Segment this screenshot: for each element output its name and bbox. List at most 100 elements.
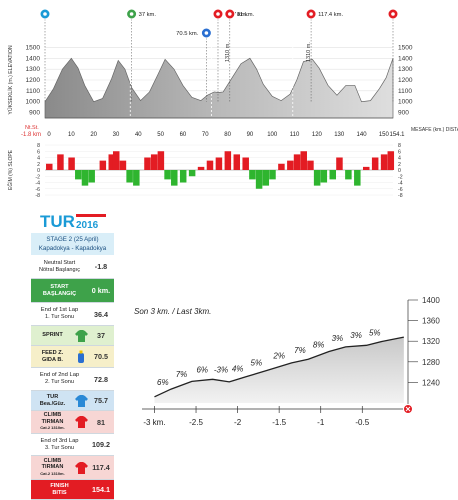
slope-bar <box>133 170 140 186</box>
slope-bar <box>99 160 107 170</box>
slope-bar <box>57 154 64 170</box>
route-row-label1: TUR <box>46 393 59 400</box>
last3-slope-label: 3% <box>332 334 344 343</box>
route-row-value: 70.5 <box>94 352 108 361</box>
route-row-label: CLIMB TIRMAN Cat.2 1310m. <box>31 411 74 433</box>
slope-bar <box>242 157 249 170</box>
slope-ytick-right: -8 <box>398 193 403 199</box>
slope-ytick-right: 0 <box>398 168 401 174</box>
slope-ytick-right: 4 <box>398 156 401 162</box>
slope-bar <box>75 170 82 180</box>
logo-bar <box>75 214 106 217</box>
marker-dot <box>309 12 313 16</box>
route-row: CLIMB TIRMAN Cat.2 1310m. 81 <box>31 411 114 434</box>
stage-route: Kapadokya - Kapadokya <box>38 245 107 252</box>
route-row-value: 37 <box>97 331 105 340</box>
route-row-label3: Cat.2 1310m. <box>40 470 65 476</box>
tour-logo: TUR 2016 <box>31 208 114 232</box>
elev-ytick-right: 1000 <box>398 99 413 106</box>
elev-xtick: 150 <box>379 132 390 138</box>
slope-bar <box>255 170 263 189</box>
slope-bar <box>249 170 256 180</box>
route-row-label1: Neutral Start <box>43 259 76 266</box>
slope-bar <box>119 160 127 170</box>
marker-label: 81 km. <box>237 12 255 18</box>
route-row-label1: FINISH <box>50 482 69 489</box>
elev-ytick-left: 900 <box>29 110 40 117</box>
slope-bar <box>362 166 370 170</box>
elev-xtick: -1.8 km <box>21 132 41 138</box>
marker-dot <box>391 12 395 16</box>
slope-bar <box>164 170 171 180</box>
slope-bar <box>171 170 178 186</box>
route-row-value: 36.4 <box>94 309 108 319</box>
elev-ytick-right: 1300 <box>398 66 413 73</box>
slope-bar <box>126 170 133 183</box>
slope-bar <box>307 160 314 170</box>
route-row-label: End of 2nd Lap 2. Tur Sonu <box>31 368 88 390</box>
slope-bar <box>224 151 232 170</box>
slope-bar <box>188 170 196 177</box>
slope-bar <box>157 151 165 170</box>
marker-label: 117.4 km. <box>318 12 343 18</box>
last3-ytick: 1360 <box>422 317 440 326</box>
slope-bar <box>345 170 352 180</box>
route-row-label: End of 3rd Lap 3. Tur Sonu <box>31 434 88 455</box>
slope-ytick-left: 0 <box>37 168 40 174</box>
route-row-value: 117.4 <box>92 463 110 472</box>
slope-bar <box>380 154 388 170</box>
elev-xtick: 140 <box>357 132 368 138</box>
elevation-chart: 37 km. 70.5 km. 75.7 km.81 km. 117.4 km. 90… <box>7 8 458 199</box>
route-row-label1: End of 2nd Lap <box>39 372 80 379</box>
route-row: TUR Bea./Güz. 75.7 <box>31 391 114 411</box>
route-row-label2: 1. Tur Sonu <box>45 314 74 320</box>
last3-slope-label: 6% <box>157 378 169 387</box>
logo-year: 2016 <box>76 220 99 231</box>
marker-dot <box>43 12 47 16</box>
route-row-label2: TIRMAN <box>41 464 64 471</box>
route-row-label2: GIDA B. <box>42 356 63 363</box>
last3-slope-label: -3% <box>214 366 228 375</box>
route-row-label1: SPRINT <box>42 332 63 339</box>
elev-xtick: 0 <box>47 132 51 138</box>
route-row: End of 2nd Lap 2. Tur Sonu 72.8 <box>31 368 114 391</box>
climb-height-label: 1310 m. <box>225 42 231 62</box>
elev-xtick: 130 <box>334 132 345 138</box>
slope-ylabel: EĞİM (%) SLOPE <box>7 149 14 190</box>
slope-bar <box>81 170 89 186</box>
last3-xtick: -2.5 <box>189 418 203 427</box>
slope-bar <box>262 170 270 186</box>
slope-ytick-right: -2 <box>398 174 403 180</box>
slope-ytick-right: -4 <box>398 181 403 187</box>
elev-xtick: 10 <box>68 132 75 138</box>
last3-labels: Son 3 km. / Last 3km. 6% 7% 6% -3% 4% 5% 2% 7% 8%… <box>134 307 381 387</box>
route-row-value: 109.2 <box>92 440 110 449</box>
slope-bar <box>197 166 205 170</box>
red-jersey-icon <box>74 411 88 433</box>
last3-grid <box>408 299 418 383</box>
route-row: SPRINT 37 <box>31 326 114 346</box>
last3-slope-label: 4% <box>232 364 244 373</box>
blue-jersey-icon <box>74 391 88 410</box>
route-row: START BAŞLANGIÇ 0 km. <box>31 279 114 303</box>
neutral-start-label: Nt.St. <box>25 125 39 131</box>
climb-height-label: 1310 m. <box>306 42 312 62</box>
slope-ytick-right: 2 <box>398 162 401 168</box>
slope-bar <box>354 170 361 186</box>
slope-bar <box>46 163 53 170</box>
route-row-label: FEED Z. GIDA B. <box>31 346 74 367</box>
route-row: Neutral Start Nötral Başlangıç -1.8 <box>31 255 114 279</box>
route-row-value: 75.7 <box>94 396 108 405</box>
last3-slope-label: 8% <box>313 340 325 349</box>
slope-ytick-right: 6 <box>398 149 401 155</box>
slope-bar <box>329 170 337 180</box>
slope-ytick-left: -6 <box>35 187 40 193</box>
last3-slope-label: 3% <box>350 331 362 340</box>
last3-slope-label: 2% <box>272 352 285 361</box>
green-jersey-icon <box>74 326 88 345</box>
marker-dot <box>228 12 232 16</box>
last3-xtick: -2 <box>234 418 242 427</box>
slope-bar <box>278 163 285 170</box>
slope-bar <box>150 154 158 170</box>
